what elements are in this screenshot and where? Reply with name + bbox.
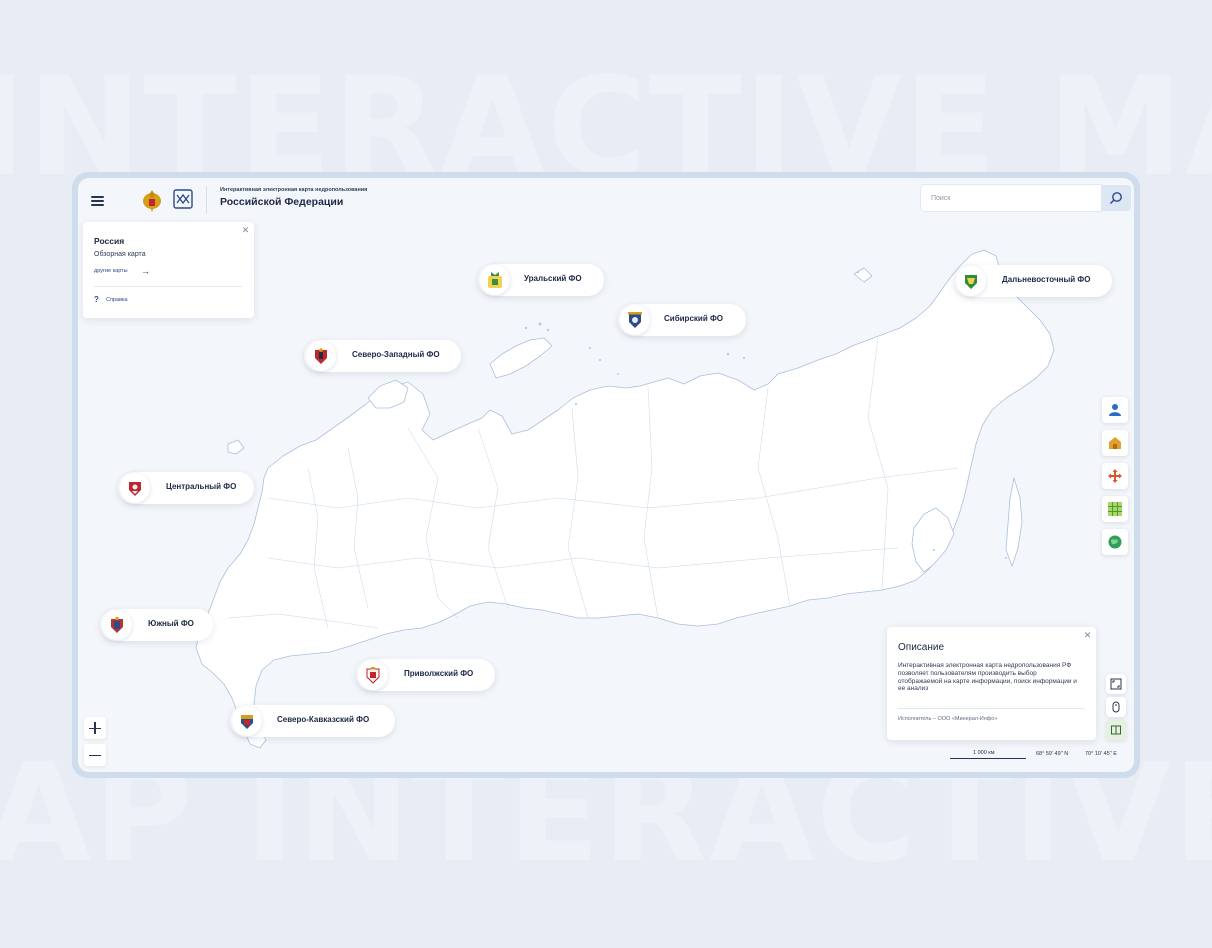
- grid-icon: [1108, 502, 1122, 516]
- search-field[interactable]: [921, 185, 1101, 211]
- longitude-readout: 70° 10' 45'' E: [1085, 751, 1117, 757]
- search-button[interactable]: [1101, 185, 1131, 211]
- district-label: Северо-Западный ФО: [352, 350, 440, 359]
- region-border: [267, 467, 959, 509]
- map-screen: Интерактивная электронная карта недропол…: [78, 178, 1134, 772]
- grid-layer-button[interactable]: [1102, 496, 1128, 522]
- fullscreen-icon: [1110, 678, 1122, 690]
- latitude-readout: 68° 59' 49'' N: [1036, 751, 1069, 757]
- description-panel: ✕ Описание Интерактивная электронная кар…: [887, 627, 1096, 740]
- info-subtitle: Обзорная карта: [94, 251, 146, 258]
- buildings-layer-button[interactable]: [1102, 430, 1128, 456]
- region-border: [227, 613, 379, 629]
- arrow-right-icon[interactable]: →: [141, 266, 150, 276]
- district-pill-south[interactable]: Южный ФО: [100, 609, 213, 641]
- northwest-emblem-icon: [306, 341, 336, 371]
- district-label: Дальневосточный ФО: [1002, 275, 1091, 284]
- district-label: Центральный ФО: [166, 482, 237, 491]
- kamchatka: [911, 507, 955, 573]
- region-border: [567, 407, 589, 619]
- district-pill-north-caucasus[interactable]: Северо-Кавказский ФО: [230, 705, 395, 737]
- info-title: Россия: [94, 236, 125, 246]
- district-pill-northwest[interactable]: Северо-Западный ФО: [304, 340, 461, 372]
- mouse-icon: [1112, 701, 1120, 713]
- search-icon: [1110, 192, 1122, 204]
- menu-button[interactable]: [88, 189, 112, 213]
- region-border: [267, 547, 899, 569]
- north-caucasus-emblem-icon: [232, 706, 262, 736]
- close-icon[interactable]: ✕: [1083, 630, 1092, 640]
- kaliningrad: [227, 439, 245, 455]
- description-title: Описание: [898, 642, 945, 653]
- region-border: [643, 387, 659, 619]
- region-border: [407, 427, 459, 619]
- wrangel-island: [853, 267, 873, 283]
- kola-peninsula: [367, 379, 409, 409]
- mouse-mode-button[interactable]: [1106, 697, 1126, 717]
- district-pill-siberia[interactable]: Сибирский ФО: [618, 304, 746, 336]
- user-layer-button[interactable]: [1102, 397, 1128, 423]
- scale-label: 1 000 км: [973, 750, 995, 756]
- rosnedra-logo: [173, 189, 193, 209]
- district-label: Северо-Кавказский ФО: [277, 715, 370, 724]
- ural-emblem-icon: [480, 265, 510, 295]
- siberia-emblem-icon: [620, 305, 650, 335]
- scale-bar: [950, 758, 1026, 759]
- search-input[interactable]: [921, 185, 1091, 211]
- district-pill-central[interactable]: Центральный ФО: [118, 472, 254, 504]
- move-icon: [1108, 469, 1122, 483]
- fullscreen-button[interactable]: [1106, 674, 1126, 694]
- header-divider: [206, 186, 207, 214]
- layers-panel-button[interactable]: [1106, 720, 1126, 740]
- south-emblem-icon: [102, 610, 132, 640]
- close-icon[interactable]: ✕: [241, 225, 250, 235]
- novaya-zemlya: [489, 337, 553, 379]
- info-panel: ✕ Россия Обзорная карта другие карты → ?…: [83, 222, 254, 318]
- far-east-emblem-icon: [956, 266, 986, 296]
- building-icon: [1109, 437, 1121, 449]
- zoom-in-button[interactable]: [84, 717, 106, 739]
- region-border: [307, 467, 329, 629]
- divider: [94, 286, 242, 287]
- russia-map[interactable]: [78, 178, 1134, 772]
- globe-icon: [1108, 535, 1122, 549]
- russian-eagle-logo: [143, 190, 161, 212]
- question-icon[interactable]: ?: [94, 295, 99, 304]
- district-label: Южный ФО: [148, 619, 194, 628]
- volga-emblem-icon: [358, 660, 388, 690]
- description-text: Интерактивная электронная карта недропол…: [898, 662, 1077, 693]
- region-border: [867, 337, 889, 591]
- district-pill-far-east[interactable]: Дальневосточный ФО: [954, 265, 1112, 297]
- arctic-islands: [524, 270, 1007, 559]
- district-pill-volga[interactable]: Приволжский ФО: [356, 659, 495, 691]
- central-emblem-icon: [120, 473, 150, 503]
- district-label: Сибирский ФО: [664, 314, 724, 323]
- district-label: Уральский ФО: [524, 274, 582, 283]
- description-author: Исполнитель – ООО «Минерал-Инфо»: [898, 716, 998, 722]
- other-maps-link[interactable]: другие карты: [94, 268, 128, 274]
- district-pill-ural[interactable]: Уральский ФО: [478, 264, 604, 296]
- device-frame: Интерактивная электронная карта недропол…: [72, 172, 1140, 778]
- divider: [898, 708, 1085, 709]
- help-link[interactable]: Справка: [106, 297, 128, 303]
- region-border: [347, 447, 369, 609]
- region-border: [757, 387, 791, 607]
- globe-layer-button[interactable]: [1102, 529, 1128, 555]
- zoom-out-button[interactable]: [84, 744, 106, 766]
- user-icon: [1109, 404, 1121, 416]
- app-subtitle: Интерактивная электронная карта недропол…: [220, 187, 368, 193]
- region-border: [477, 427, 509, 609]
- app-title: Российской Федерации: [220, 196, 344, 208]
- sakhalin: [1005, 477, 1023, 567]
- move-layer-button[interactable]: [1102, 463, 1128, 489]
- layers-icon: [1111, 725, 1121, 735]
- district-label: Приволжский ФО: [404, 669, 474, 678]
